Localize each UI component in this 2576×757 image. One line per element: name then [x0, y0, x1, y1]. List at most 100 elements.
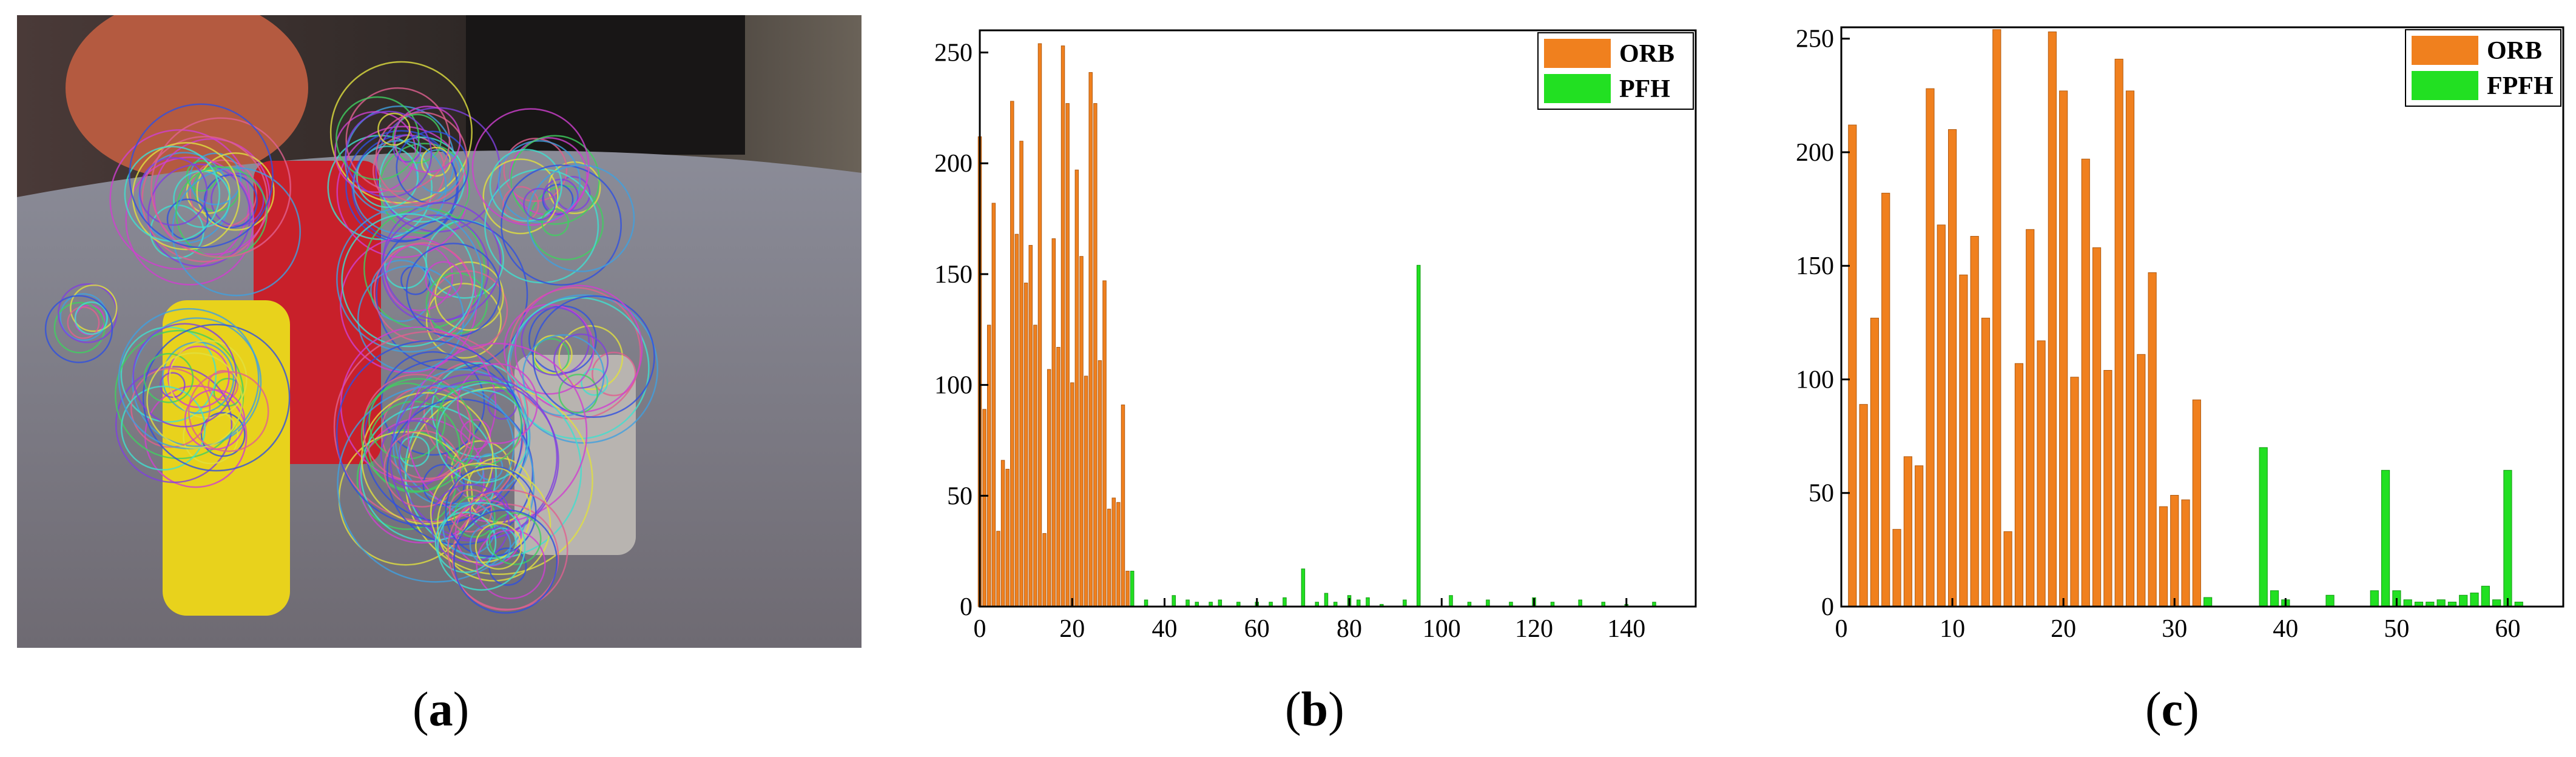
bar-fpfh: [2503, 469, 2512, 607]
y-tick-label: 250: [1796, 25, 1834, 53]
bar-orb: [2125, 90, 2135, 607]
bar-orb: [1992, 29, 2001, 607]
bar-orb: [1019, 141, 1023, 607]
x-tick-label: 10: [1940, 615, 1965, 643]
keypoint-circle: [166, 198, 209, 241]
bar-orb: [1037, 43, 1042, 607]
keypoint-circle: [211, 172, 265, 227]
keypoint-circle: [474, 522, 522, 570]
bar-orb: [1970, 236, 1979, 607]
keypoint-circle: [118, 308, 260, 449]
bar-fpfh: [2381, 469, 2390, 607]
x-tick-label: 40: [2273, 615, 2298, 643]
bar-orb: [2114, 58, 2123, 607]
keypoint-circle: [336, 206, 483, 353]
legend-swatch-orb: [2412, 36, 2478, 65]
bar-orb: [1102, 280, 1107, 607]
caption-c: (c): [2145, 683, 2199, 736]
x-tick-label: 20: [2051, 615, 2076, 643]
keypoint-circle: [453, 509, 558, 614]
bar-pfh: [1144, 599, 1148, 607]
keypoint-circle: [125, 156, 254, 286]
keypoint-circle: [482, 158, 559, 235]
keypoint-circle: [553, 333, 609, 389]
keypoint-circle: [436, 380, 522, 467]
legend-swatch-orb: [1544, 39, 1611, 68]
keypoint-circle: [393, 134, 422, 163]
keypoint-circle: [183, 408, 239, 465]
bar-orb: [2192, 399, 2201, 607]
bar-orb: [1116, 502, 1121, 607]
x-tick-label: 0: [1835, 615, 1848, 643]
keypoint-circle: [437, 502, 526, 591]
y-tick-label: 100: [1796, 366, 1834, 394]
bar-pfh: [1366, 597, 1370, 607]
bar-orb: [1084, 375, 1088, 607]
keypoint-circle: [150, 117, 292, 258]
y-tick-label: 50: [1809, 480, 1834, 508]
bar-fpfh: [2270, 590, 2279, 607]
bar-orb: [2003, 531, 2012, 607]
keypoint-circle: [581, 368, 609, 396]
histogram-orb-pfh: 0 50 100 150 200 250 0 20 40 60 80 100 120 140 ORB PFH: [898, 12, 1714, 679]
bar-orb: [2103, 370, 2112, 607]
keypoint-circle: [542, 184, 574, 216]
keypoint-circle: [436, 389, 530, 483]
bar-orb: [1065, 103, 1070, 607]
keypoint-circle: [352, 140, 447, 234]
bar-pfh: [1218, 599, 1222, 607]
keypoint-circle: [523, 187, 556, 221]
legend-label-orb: ORB: [1619, 40, 1674, 68]
x-tick-label: 0: [974, 615, 986, 643]
bar-orb: [2014, 363, 2024, 607]
bar-orb: [1903, 456, 1912, 607]
x-tick-label: 50: [2384, 615, 2409, 643]
bar-orb: [1023, 283, 1028, 607]
keypoint-circle: [404, 382, 582, 559]
bar-orb: [2081, 158, 2090, 607]
bar-pfh: [1283, 597, 1287, 607]
bar-fpfh: [2481, 585, 2490, 607]
x-tick-label: 40: [1152, 615, 1178, 643]
keypoint-circle: [70, 284, 118, 332]
bar-pfh: [1185, 599, 1190, 607]
y-tick-label: 250: [934, 39, 973, 67]
keypoint-circle: [345, 110, 433, 198]
bar-pfh: [1449, 595, 1453, 607]
keypoint-photo: [17, 15, 861, 648]
keypoint-circle: [382, 202, 502, 321]
y-tick-label: 0: [1821, 593, 1834, 621]
keypoint-circle: [489, 149, 563, 222]
keypoint-circle: [393, 385, 514, 508]
y-tick-label: 0: [960, 593, 973, 621]
keypoint-circle: [144, 385, 248, 488]
plot-frame: [979, 29, 1697, 608]
x-tick-label: 60: [2495, 615, 2520, 643]
chair-back: [66, 15, 308, 179]
chart-b-svg: 0 50 100 150 200 250 0 20 40 60 80 100 120 140 ORB PFH: [934, 29, 1697, 643]
keypoint-circle: [335, 96, 420, 181]
bar-orb: [1010, 101, 1014, 607]
keypoint-circle: [527, 164, 635, 272]
keypoint-circle: [447, 489, 568, 611]
x-tick-label: 30: [2162, 615, 2187, 643]
bar-orb: [1005, 468, 1010, 607]
keypoint-circle: [383, 429, 461, 508]
bar-orb: [1028, 244, 1033, 607]
keypoint-circle: [453, 496, 496, 538]
keypoint-circle: [44, 295, 113, 363]
bar-orb: [1000, 460, 1005, 607]
keypoint-circle: [120, 326, 217, 423]
keypoint-circle: [377, 112, 411, 146]
keypoint-circle: [336, 126, 469, 258]
y-tick-label: 200: [1796, 139, 1834, 167]
bar-orb: [1033, 325, 1037, 607]
keypoint-circle: [146, 352, 243, 449]
keypoint-circle: [356, 145, 419, 208]
keypoint-circle: [345, 87, 451, 192]
bar-orb: [991, 203, 996, 607]
bar-orb: [1107, 508, 1111, 607]
keypoint-circle: [425, 283, 502, 359]
bar-orb: [1121, 405, 1125, 607]
bar-orb: [1959, 274, 1968, 607]
